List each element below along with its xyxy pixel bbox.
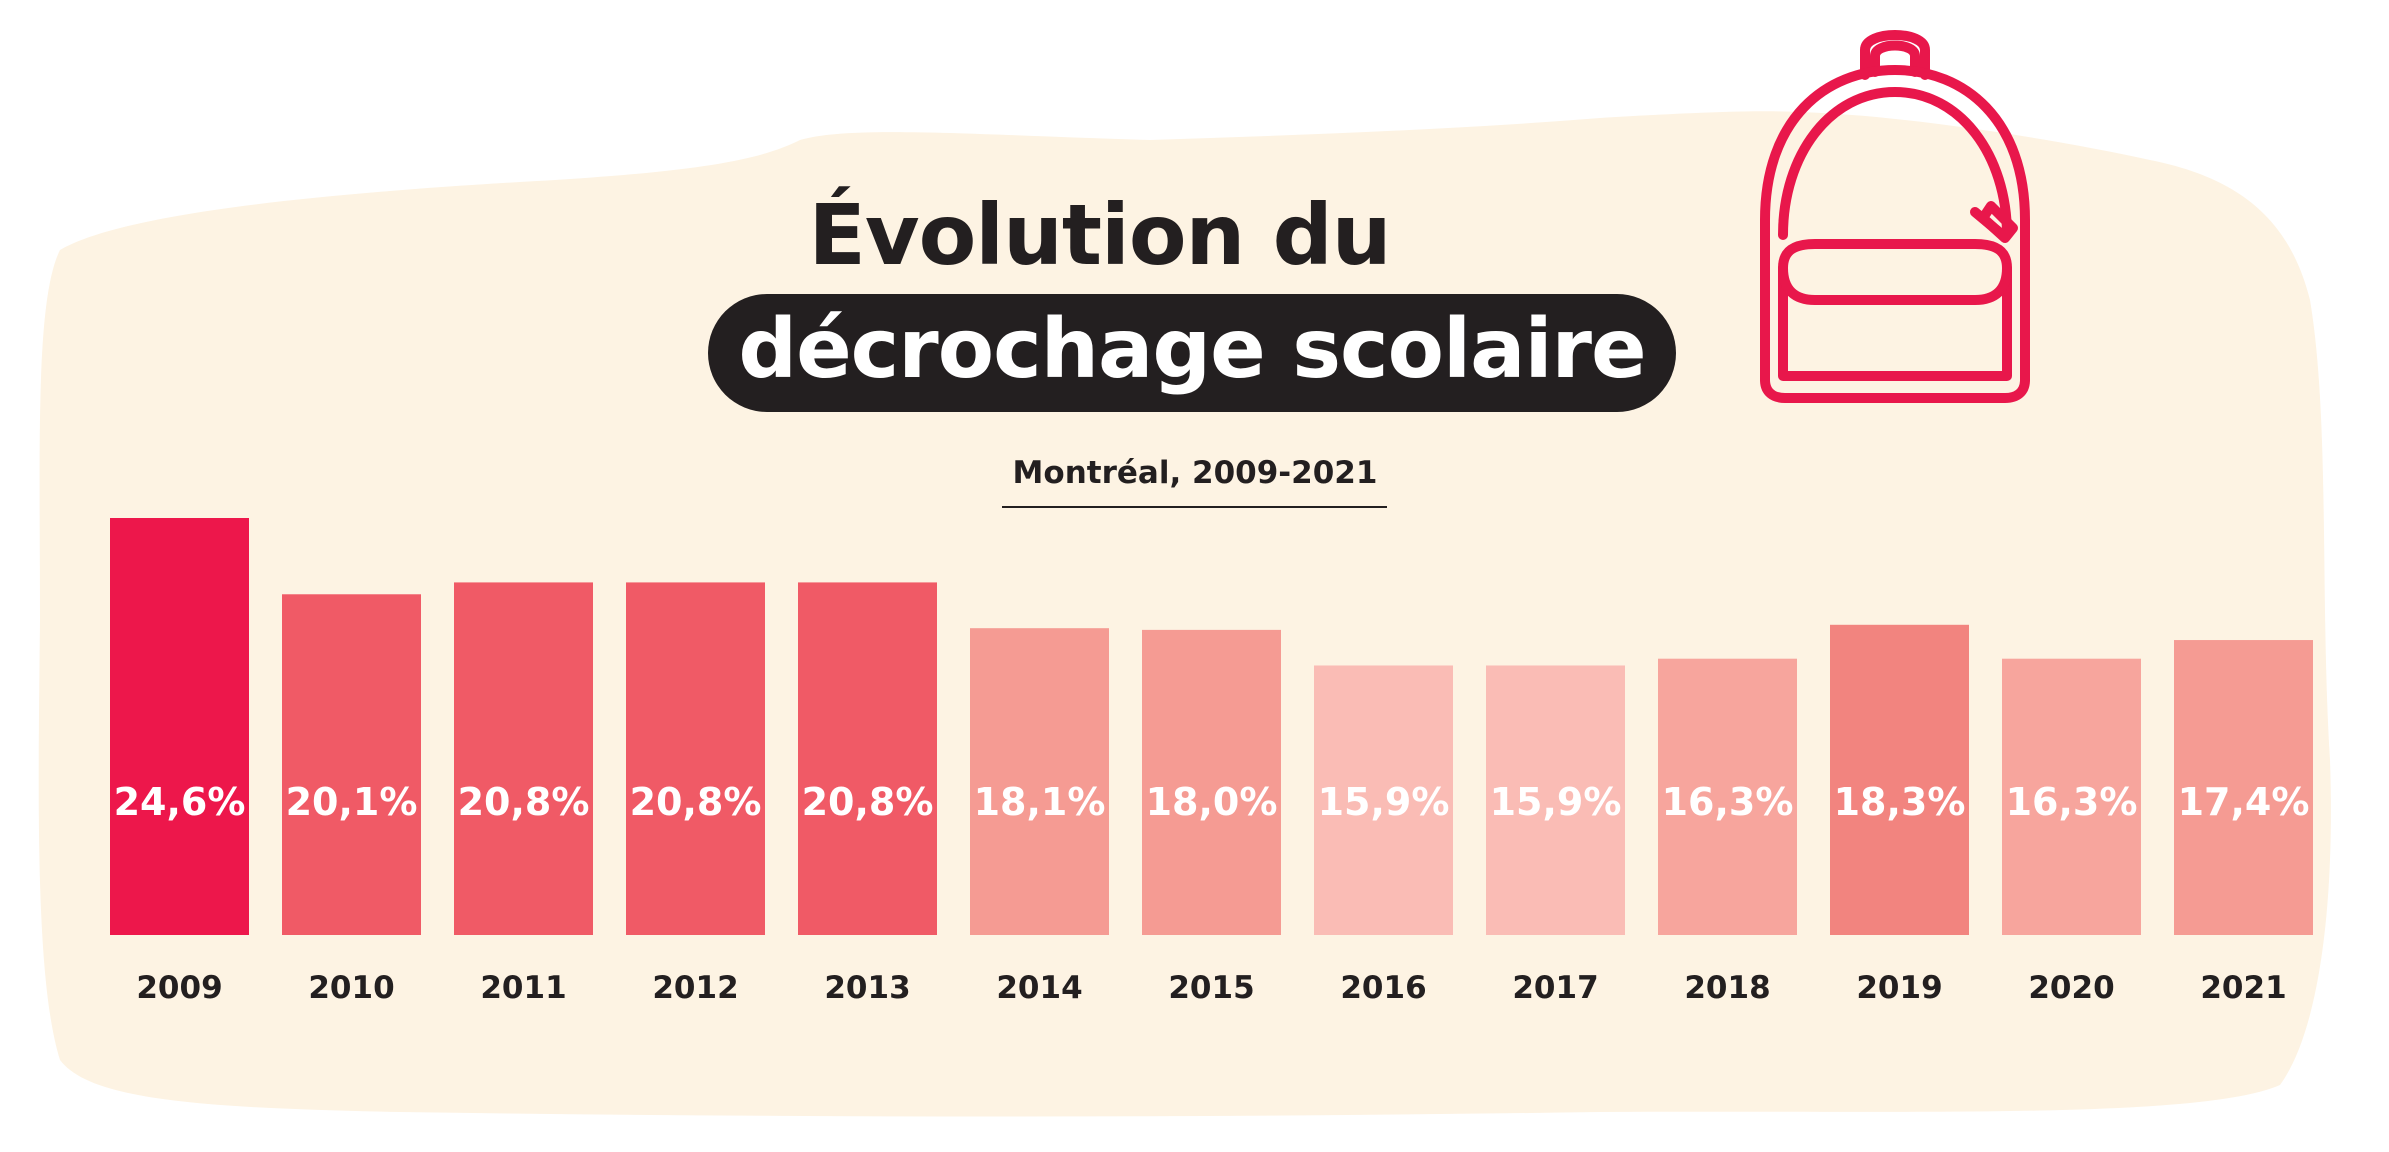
bar-value-label-2012: 20,8% xyxy=(630,780,762,824)
x-tick-label-2018: 2018 xyxy=(1684,970,1770,1006)
chart-title-line1: Évolution du xyxy=(808,186,1391,284)
bar-value-label-2014: 18,1% xyxy=(974,780,1106,824)
bar-2021 xyxy=(2174,640,2313,935)
bar-value-label-2020: 16,3% xyxy=(2006,780,2138,824)
bar-2012 xyxy=(626,582,765,935)
bar-2011 xyxy=(454,582,593,935)
bar-value-label-2017: 15,9% xyxy=(1490,780,1622,824)
x-tick-label-2009: 2009 xyxy=(136,970,222,1006)
x-tick-label-2014: 2014 xyxy=(996,970,1082,1006)
bar-value-label-2011: 20,8% xyxy=(458,780,590,824)
x-tick-label-2017: 2017 xyxy=(1512,970,1598,1006)
bar-2010 xyxy=(282,594,421,935)
backpack-icon xyxy=(1760,30,2030,403)
x-tick-label-2010: 2010 xyxy=(308,970,394,1006)
bar-2015 xyxy=(1142,629,1281,935)
bar-value-label-2016: 15,9% xyxy=(1318,780,1450,824)
x-tick-label-2013: 2013 xyxy=(824,970,910,1006)
bar-value-label-2015: 18,0% xyxy=(1146,780,1278,824)
x-tick-label-2020: 2020 xyxy=(2028,970,2114,1006)
bar-2017 xyxy=(1486,665,1625,935)
bar-value-label-2019: 18,3% xyxy=(1834,780,1966,824)
chart-subtitle: Montréal, 2009-2021 xyxy=(1012,455,1378,491)
x-tick-label-2011: 2011 xyxy=(480,970,566,1006)
x-tick-label-2019: 2019 xyxy=(1856,970,1942,1006)
bar-2020 xyxy=(2002,658,2141,935)
bar-value-label-2018: 16,3% xyxy=(1662,780,1794,824)
bar-value-label-2009: 24,6% xyxy=(114,780,246,824)
bar-2009 xyxy=(110,518,249,935)
bar-2013 xyxy=(798,582,937,935)
bar-value-label-2021: 17,4% xyxy=(2178,780,2310,824)
bar-2016 xyxy=(1314,665,1453,935)
bar-2014 xyxy=(970,628,1109,935)
chart-title-line2: décrochage scolaire xyxy=(708,294,1676,412)
bar-value-label-2010: 20,1% xyxy=(286,780,418,824)
x-tick-label-2015: 2015 xyxy=(1168,970,1254,1006)
subtitle-underline xyxy=(1002,506,1387,508)
x-tick-label-2021: 2021 xyxy=(2200,970,2286,1006)
x-tick-label-2012: 2012 xyxy=(652,970,738,1006)
bar-value-label-2013: 20,8% xyxy=(802,780,934,824)
bar-2018 xyxy=(1658,658,1797,935)
bar-2019 xyxy=(1830,624,1969,935)
x-tick-label-2016: 2016 xyxy=(1340,970,1426,1006)
